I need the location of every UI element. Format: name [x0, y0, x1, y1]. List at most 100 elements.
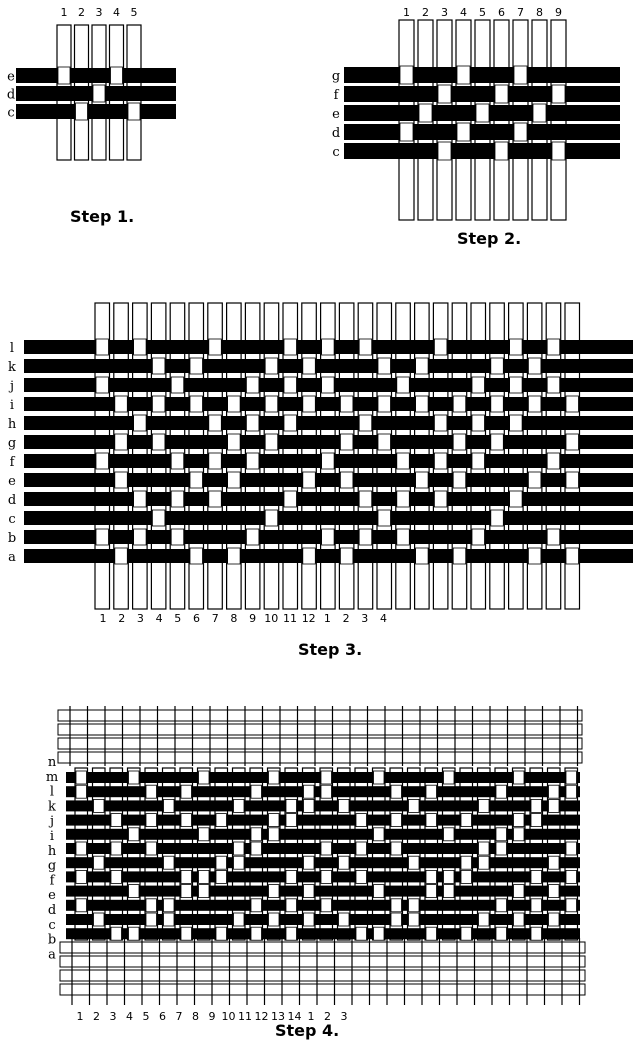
weft-strip — [66, 857, 580, 869]
warp-over-weft — [133, 490, 147, 508]
warp-over-weft — [75, 841, 87, 856]
weft-strip — [24, 435, 633, 449]
warp-over-weft — [513, 770, 525, 785]
weft-strip — [24, 416, 633, 430]
warp-over-weft — [373, 884, 385, 898]
warp-over-weft — [513, 813, 525, 827]
warp-over-weft — [145, 841, 157, 856]
warp-over-weft — [443, 827, 455, 842]
warp-over-weft — [528, 471, 542, 489]
column-label: 8 — [192, 1010, 199, 1023]
warp-over-weft — [377, 509, 391, 527]
warp-over-weft — [437, 141, 452, 161]
column-label: 7 — [212, 612, 219, 625]
column-label: 3 — [96, 6, 103, 19]
weft-strip — [24, 359, 633, 373]
warp-over-weft — [180, 784, 192, 799]
warp-over-weft — [373, 827, 385, 842]
warp-over-weft — [264, 433, 279, 451]
warp-over-weft — [396, 452, 410, 470]
warp-over-weft — [456, 122, 471, 142]
warp-over-weft — [530, 870, 542, 884]
warp-over-weft — [145, 898, 157, 913]
row-label: k — [48, 799, 56, 814]
column-label: 1 — [308, 1010, 315, 1023]
warp-over-weft — [415, 395, 429, 413]
warp-over-weft — [399, 122, 414, 142]
row-label: l — [10, 341, 14, 356]
warp-over-weft — [245, 414, 260, 432]
warp-over-weft — [471, 452, 485, 470]
warp-over-weft — [460, 855, 472, 870]
warp-over-weft — [565, 898, 577, 913]
woven-edge-strip — [59, 955, 586, 968]
warp-over-weft — [565, 870, 577, 884]
warp-over-weft — [509, 338, 523, 356]
row-label: g — [332, 69, 340, 84]
step-1-diagram: 1 2 3 4 5 edc — [7, 6, 176, 161]
step-1-caption: Step 1. — [70, 207, 134, 226]
warp-over-weft — [302, 357, 316, 375]
warp-over-weft — [390, 841, 402, 856]
row-label: c — [48, 918, 55, 933]
warp-over-weft — [303, 884, 315, 898]
warp-over-weft — [338, 799, 350, 813]
warp-over-weft — [528, 357, 542, 375]
warp-over-weft — [170, 528, 185, 546]
column-label: 5 — [143, 1010, 150, 1023]
warp-over-weft — [443, 884, 455, 898]
warp-over-weft — [95, 376, 109, 394]
warp-over-weft — [390, 813, 402, 827]
warp-over-weft — [208, 452, 222, 470]
warp-over-weft — [163, 855, 175, 870]
warp-over-weft — [180, 870, 192, 884]
warp-over-weft — [478, 912, 490, 927]
warp-over-weft — [358, 414, 373, 432]
weft-strip — [24, 473, 633, 487]
warp-over-weft — [128, 827, 140, 842]
column-label: 3 — [110, 1010, 117, 1023]
warp-over-weft — [302, 471, 316, 489]
column-label: 12 — [302, 612, 316, 625]
warp-over-weft — [189, 395, 203, 413]
row-label: f — [334, 88, 340, 103]
warp-over-weft — [170, 452, 185, 470]
weft-strip — [16, 68, 176, 83]
warp-over-weft — [460, 813, 472, 827]
warp-over-weft — [551, 141, 566, 161]
column-label: 2 — [343, 612, 350, 625]
warp-over-weft — [415, 357, 429, 375]
warp-over-weft — [268, 827, 280, 842]
warp-over-weft — [110, 813, 122, 827]
column-label: 1 — [61, 6, 68, 19]
warp-over-weft — [303, 784, 315, 799]
warp-over-weft — [233, 799, 245, 813]
warp-over-weft — [92, 84, 106, 103]
warp-over-weft — [264, 357, 279, 375]
warp-over-weft — [128, 770, 140, 785]
step-2-caption: Step 2. — [457, 229, 521, 248]
warp-over-weft — [408, 799, 420, 813]
warp-over-weft — [408, 855, 420, 870]
warp-over-weft — [452, 433, 467, 451]
warp-over-weft — [530, 813, 542, 827]
warp-over-weft — [528, 547, 542, 565]
warp-over-weft — [358, 528, 373, 546]
warp-over-weft — [509, 490, 523, 508]
warp-over-weft — [425, 870, 437, 884]
warp-over-weft — [339, 433, 354, 451]
row-label: e — [8, 474, 16, 489]
column-label: 8 — [230, 612, 237, 625]
column-label: 3 — [361, 612, 368, 625]
warp-over-weft — [408, 912, 420, 927]
warp-over-weft — [495, 784, 507, 799]
warp-over-weft — [145, 813, 157, 827]
column-label: 6 — [159, 1010, 166, 1023]
warp-over-weft — [548, 912, 560, 927]
step-3-caption: Step 3. — [298, 640, 362, 659]
column-label: 9 — [249, 612, 256, 625]
warp-over-weft — [513, 827, 525, 842]
warp-over-weft — [128, 884, 140, 898]
warp-over-weft — [475, 103, 490, 123]
